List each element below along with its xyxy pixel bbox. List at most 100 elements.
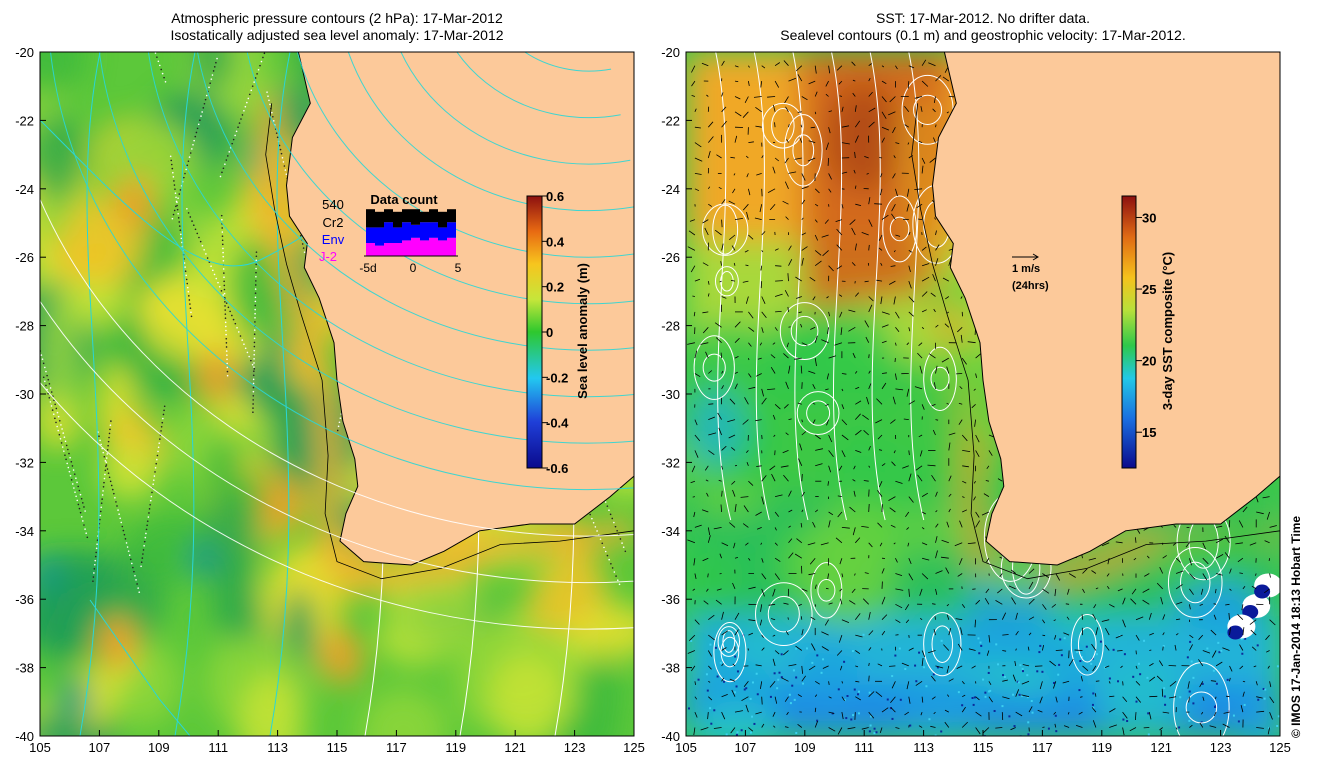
data-count-bar-magenta <box>366 243 375 256</box>
data-count-bar-blue <box>429 222 438 238</box>
sst-colorbar-ticks: 30 25 20 15 <box>1136 210 1156 440</box>
right-map <box>686 52 1280 736</box>
data-count-tick-0: 0 <box>410 261 417 275</box>
y-tick-label: -40 <box>15 729 34 744</box>
x-tick-label: 109 <box>794 740 816 755</box>
sst-colorbar-label: 3-day SST composite (°C) <box>1160 252 1175 410</box>
sla-tick-label: -0.2 <box>546 370 568 385</box>
x-tick-label: 119 <box>1091 740 1112 755</box>
x-tick-label: 123 <box>1210 740 1232 755</box>
data-count-bar-black <box>375 211 384 228</box>
x-tick-label: 115 <box>973 740 994 755</box>
y-tick-label: -32 <box>15 455 34 470</box>
y-tick-label: -38 <box>661 661 680 676</box>
y-tick-label: -36 <box>661 592 680 607</box>
x-tick-label: 119 <box>445 740 466 755</box>
data-count-bar-blue <box>393 227 402 243</box>
y-tick-label: -28 <box>15 319 34 334</box>
y-tick-label: -30 <box>661 387 680 402</box>
data-count-bar-magenta <box>402 240 411 256</box>
data-count-bar-magenta <box>384 243 393 256</box>
sst-colorbar: 30 25 20 15 3-day SST composite (°C) <box>1121 195 1175 469</box>
x-tick-label: 121 <box>504 740 526 755</box>
sla-colorbar-label: Sea level anomaly (m) <box>575 263 590 399</box>
x-tick-label: 107 <box>89 740 111 755</box>
y-tick-label: -26 <box>15 250 34 265</box>
data-count-bar-blue <box>384 222 393 243</box>
x-tick-label: 111 <box>854 740 874 755</box>
left-title-line2: Isostatically adjusted sea level anomaly… <box>170 27 504 43</box>
data-count-bar-black <box>429 209 438 223</box>
y-tick-label: -28 <box>661 319 680 334</box>
sla-colorbar-ticks: 0.6 0.4 0.2 0 -0.2 -0.4 -0.6 <box>542 189 569 476</box>
data-count-bar-black <box>411 209 420 225</box>
left-axes: 105 107 109 111 113 115 117 119 121 123 125 -20 -22 -… <box>15 45 645 755</box>
y-tick-label: -40 <box>661 729 680 744</box>
data-count-bar-magenta <box>429 237 438 256</box>
sst-colorbar-ramp <box>1121 195 1137 469</box>
y-tick-label: -22 <box>15 113 34 128</box>
x-tick-label: 109 <box>148 740 170 755</box>
shelf-contour <box>265 103 634 580</box>
x-tick-label: 105 <box>675 740 697 755</box>
x-tick-label: 121 <box>1150 740 1172 755</box>
data-count-bar-magenta <box>420 240 429 256</box>
sst-tick-label: 25 <box>1142 282 1156 297</box>
y-tick-label: -30 <box>15 387 34 402</box>
x-tick-label: 125 <box>1269 740 1291 755</box>
data-count-bar-black <box>402 209 411 223</box>
data-count-bar-magenta <box>447 237 456 256</box>
x-tick-label: 117 <box>1032 740 1053 755</box>
velocity-key-duration: (24hrs) <box>1012 280 1049 292</box>
sealevel-contours <box>693 52 1231 736</box>
data-count-bar-black <box>393 211 402 228</box>
left-panel-title: Atmospheric pressure contours (2 hPa): 1… <box>40 10 634 44</box>
velocity-key-speed: 1 m/s <box>1012 263 1040 275</box>
sla-colorbar-ramp <box>526 195 543 469</box>
y-tick-label: -20 <box>15 45 34 60</box>
y-tick-label: -36 <box>15 592 34 607</box>
x-tick-label: 123 <box>564 740 586 755</box>
velocity-key: 1 m/s (24hrs) <box>1012 253 1049 292</box>
y-tick-label: -32 <box>661 455 680 470</box>
data-count-bar-blue <box>411 224 420 238</box>
y-tick-label: -22 <box>661 113 680 128</box>
right-axes: 105 107 109 111 113 115 117 119 121 123 125 -20 -22 -… <box>661 45 1291 755</box>
pressure-contours-over-land <box>40 52 634 630</box>
y-tick-label: -24 <box>661 182 680 197</box>
x-tick-label: 113 <box>267 740 288 755</box>
y-tick-label: -34 <box>661 524 680 539</box>
left-map <box>40 52 634 736</box>
x-tick-label: 113 <box>913 740 934 755</box>
data-count-bar-magenta <box>411 237 420 256</box>
data-count-tick-5: 5 <box>455 261 462 275</box>
data-count-bars <box>366 209 456 256</box>
data-count-bar-black <box>420 211 429 223</box>
x-tick-label: 111 <box>208 740 228 755</box>
sla-tick-label: 0.6 <box>546 189 564 204</box>
left-title-line1: Atmospheric pressure contours (2 hPa): 1… <box>171 10 503 26</box>
x-tick-label: 117 <box>386 740 407 755</box>
x-tick-label: 105 <box>29 740 51 755</box>
australia-landmass <box>931 52 1280 566</box>
sst-tick-label: 30 <box>1142 210 1156 225</box>
australia-landmass <box>285 52 634 566</box>
data-count-bar-black <box>438 211 447 228</box>
mission-env-label: Env <box>322 232 345 247</box>
shelf-contour <box>911 103 1280 580</box>
y-tick-label: -26 <box>661 250 680 265</box>
sla-tick-label: -0.4 <box>546 416 569 431</box>
y-tick-label: -24 <box>15 182 34 197</box>
mission-cr2-label: Cr2 <box>323 215 344 230</box>
data-count-bar-blue <box>366 227 375 243</box>
right-title-line1: SST: 17-Mar-2012. No drifter data. <box>876 10 1090 26</box>
y-tick-label: -20 <box>661 45 680 60</box>
credit-text: © IMOS 17-Jan-2014 18:13 Hobart Time <box>1289 516 1303 738</box>
y-tick-label: -34 <box>15 524 34 539</box>
x-tick-label: 125 <box>623 740 645 755</box>
sla-tick-label: 0.4 <box>546 234 565 249</box>
data-count-bar-blue <box>402 222 411 241</box>
data-count-bar-blue <box>375 227 384 246</box>
sla-tick-label: 0 <box>546 325 553 340</box>
